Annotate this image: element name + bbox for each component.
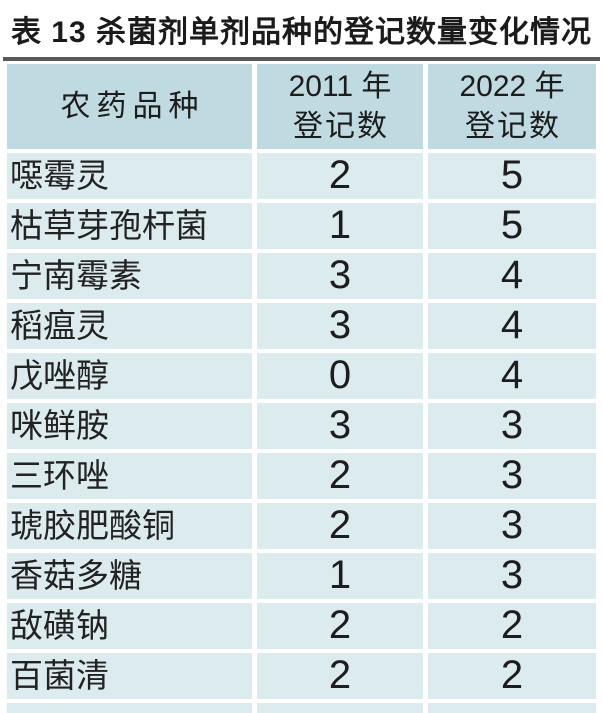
- cell-pesticide-name: 琥胶肥酸铜: [7, 503, 252, 549]
- cell-2022-count: 5: [428, 203, 596, 249]
- table-row: 枯草芽孢杆菌 1 5: [7, 203, 596, 249]
- header-label-2011-year: 2011 年: [288, 69, 392, 103]
- header-label-2011-count: 登记数: [293, 109, 389, 143]
- cell-2022-count: 3: [428, 453, 596, 499]
- table-header-row: 农药品种 2011 年 登记数 2022 年 登记数: [7, 64, 596, 149]
- header-label-pesticide: 农药品种: [60, 89, 205, 123]
- cell-pesticide-name: 戊唑醇: [7, 353, 252, 399]
- table-row-partial: [7, 703, 596, 713]
- cell-pesticide-name: 香菇多糖: [7, 553, 252, 599]
- header-cell-2022: 2022 年 登记数: [428, 64, 596, 149]
- cell-2011-count: 0: [257, 353, 423, 399]
- cell-2011-count: 3: [257, 303, 423, 349]
- cell-pesticide-name: 噁霉灵: [7, 153, 252, 199]
- cell-2011-count: 1: [257, 203, 423, 249]
- cell-2011-count: 1: [257, 553, 423, 599]
- table-row: 咪鲜胺 3 3: [7, 403, 596, 449]
- cell-2022-count: 5: [428, 153, 596, 199]
- page-title: 表 13 杀菌剂单剂品种的登记数量变化情况: [10, 16, 593, 49]
- table-row: 三环唑 2 3: [7, 453, 596, 499]
- cell-2011-count: 2: [257, 453, 423, 499]
- cell-pesticide-name: 咪鲜胺: [7, 403, 252, 449]
- cell-2011-count: 2: [257, 153, 423, 199]
- cell-2011-count: 2: [257, 603, 423, 649]
- cell-2022-count: [428, 703, 596, 713]
- registration-table: 农药品种 2011 年 登记数 2022 年 登记数 噁霉灵 2 5 枯草芽孢杆…: [7, 64, 596, 713]
- cell-2022-count: 3: [428, 403, 596, 449]
- cell-pesticide-name: 敌磺钠: [7, 603, 252, 649]
- cell-2022-count: 2: [428, 653, 596, 699]
- table-row: 噁霉灵 2 5: [7, 153, 596, 199]
- table-row: 香菇多糖 1 3: [7, 553, 596, 599]
- table-row: 琥胶肥酸铜 2 3: [7, 503, 596, 549]
- table-row: 百菌清 2 2: [7, 653, 596, 699]
- table-row: 敌磺钠 2 2: [7, 603, 596, 649]
- table-row: 戊唑醇 0 4: [7, 353, 596, 399]
- cell-pesticide-name: [7, 703, 252, 713]
- table-top-rule: [3, 57, 600, 61]
- table-row: 宁南霉素 3 4: [7, 253, 596, 299]
- cell-2022-count: 3: [428, 553, 596, 599]
- cell-2022-count: 4: [428, 353, 596, 399]
- header-cell-2011: 2011 年 登记数: [257, 64, 423, 149]
- cell-pesticide-name: 宁南霉素: [7, 253, 252, 299]
- cell-2022-count: 2: [428, 603, 596, 649]
- cell-pesticide-name: 百菌清: [7, 653, 252, 699]
- cell-pesticide-name: 稻瘟灵: [7, 303, 252, 349]
- header-label-2022-count: 登记数: [465, 109, 561, 143]
- cell-pesticide-name: 枯草芽孢杆菌: [7, 203, 252, 249]
- cell-2011-count: [257, 703, 423, 713]
- cell-2022-count: 4: [428, 253, 596, 299]
- cell-2011-count: 2: [257, 653, 423, 699]
- cell-2011-count: 3: [257, 403, 423, 449]
- cell-pesticide-name: 三环唑: [7, 453, 252, 499]
- header-label-2022-year: 2022 年: [459, 69, 565, 103]
- cell-2022-count: 4: [428, 303, 596, 349]
- cell-2011-count: 3: [257, 253, 423, 299]
- header-cell-pesticide: 农药品种: [7, 64, 252, 149]
- cell-2022-count: 3: [428, 503, 596, 549]
- table-row: 稻瘟灵 3 4: [7, 303, 596, 349]
- cell-2011-count: 2: [257, 503, 423, 549]
